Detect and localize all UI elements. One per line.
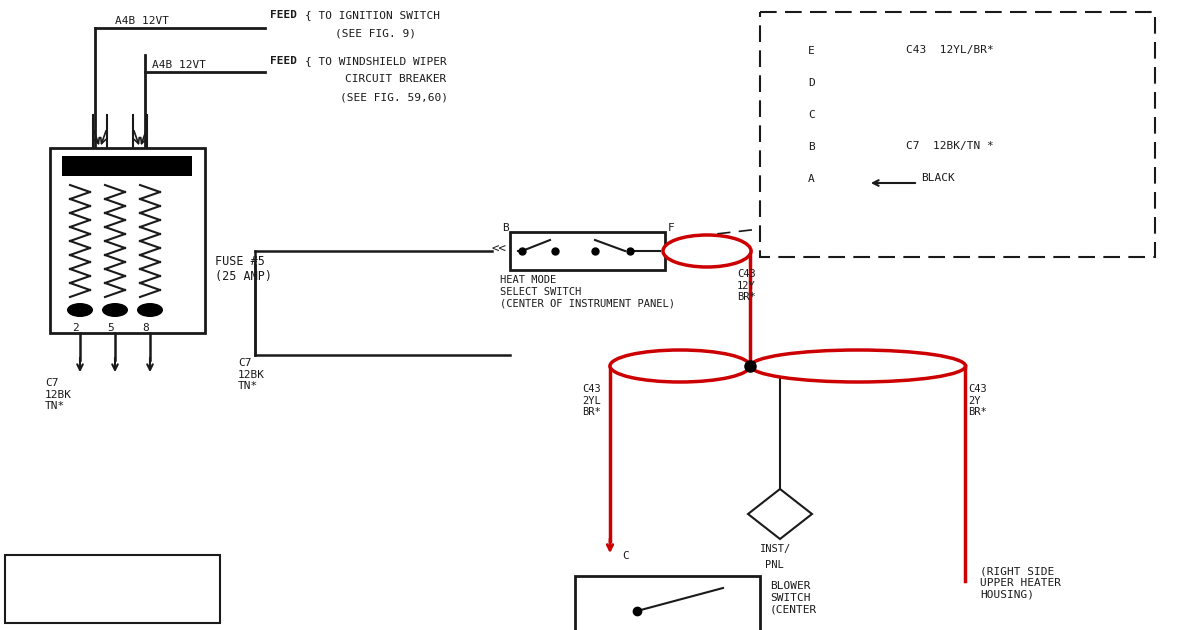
Text: C43  12YL/BR*: C43 12YL/BR* <box>906 45 994 55</box>
Bar <box>798 106 850 132</box>
Ellipse shape <box>67 303 94 317</box>
Text: (SEE FIG. 9): (SEE FIG. 9) <box>335 28 416 38</box>
Text: B: B <box>502 223 509 233</box>
Ellipse shape <box>662 235 751 267</box>
Text: BLACK: BLACK <box>922 173 955 183</box>
Text: 2: 2 <box>72 323 79 333</box>
Text: { TO IGNITION SWITCH: { TO IGNITION SWITCH <box>305 10 440 20</box>
Text: 5: 5 <box>107 323 114 333</box>
Text: INST/: INST/ <box>760 544 791 554</box>
Ellipse shape <box>750 350 966 382</box>
Text: C: C <box>622 551 629 561</box>
Bar <box>575 576 760 630</box>
Bar <box>760 12 1154 257</box>
Ellipse shape <box>102 303 128 317</box>
Text: FEED: FEED <box>270 56 298 66</box>
Bar <box>798 74 850 100</box>
Bar <box>798 170 850 196</box>
Text: (RIGHT SIDE
UPPER HEATER
HOUSING): (RIGHT SIDE UPPER HEATER HOUSING) <box>980 566 1061 599</box>
Text: FEED: FEED <box>270 10 298 20</box>
Bar <box>798 138 850 164</box>
Bar <box>798 42 850 68</box>
Text: CIRCUIT BREAKER: CIRCUIT BREAKER <box>346 74 446 84</box>
Text: C7  12BK/TN *: C7 12BK/TN * <box>906 141 994 151</box>
Text: A4B 12VT: A4B 12VT <box>115 16 169 26</box>
Text: (SEE FIG. 59,60): (SEE FIG. 59,60) <box>340 92 448 102</box>
Text: A: A <box>808 174 815 184</box>
Bar <box>50 148 205 333</box>
Text: PNL: PNL <box>766 560 784 570</box>
Ellipse shape <box>610 350 750 382</box>
Text: C43
2YL
BR*: C43 2YL BR* <box>582 384 601 417</box>
Text: <<: << <box>492 243 508 256</box>
Bar <box>790 30 868 225</box>
Text: C7
12BK
TN*: C7 12BK TN* <box>46 378 72 411</box>
Text: C7
12BK
TN*: C7 12BK TN* <box>238 358 265 391</box>
Text: C43
12Y
BR*: C43 12Y BR* <box>737 269 756 302</box>
Text: FUSE #5
(25 AMP): FUSE #5 (25 AMP) <box>215 255 272 283</box>
Text: BLOWER
SWITCH
(CENTER: BLOWER SWITCH (CENTER <box>770 581 817 614</box>
Text: C43: C43 <box>762 505 780 515</box>
Text: F: F <box>668 223 674 233</box>
Ellipse shape <box>137 303 163 317</box>
Text: C43
2Y
BR*: C43 2Y BR* <box>968 384 986 417</box>
Text: A4B 12VT: A4B 12VT <box>152 60 206 70</box>
Text: C: C <box>808 110 815 120</box>
Text: { TO WINDSHIELD WIPER: { TO WINDSHIELD WIPER <box>305 56 446 66</box>
Bar <box>62 156 192 176</box>
Text: D: D <box>808 78 815 88</box>
Polygon shape <box>748 489 812 539</box>
Text: HEAT MODE
SELECT SWITCH
(CENTER OF INSTRUMENT PANEL): HEAT MODE SELECT SWITCH (CENTER OF INSTR… <box>500 275 674 308</box>
Bar <box>510 232 665 270</box>
Text: B: B <box>808 142 815 152</box>
Text: 8: 8 <box>142 323 149 333</box>
Text: E: E <box>808 46 815 56</box>
Bar <box>5 555 220 623</box>
